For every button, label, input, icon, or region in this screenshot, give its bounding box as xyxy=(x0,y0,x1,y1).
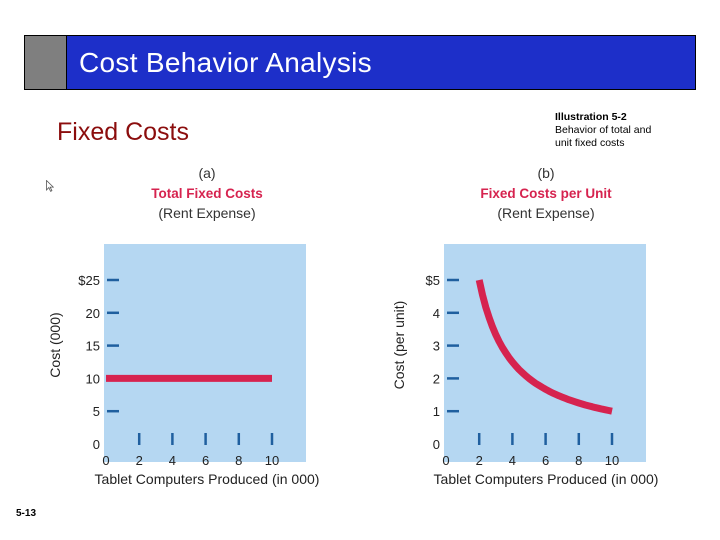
chart-a-x-tick-label: 6 xyxy=(202,453,209,468)
chart-b-y-tick-label: 3 xyxy=(433,339,440,354)
chart-b-panel-label: (b) xyxy=(537,165,554,181)
chart-b-y-tick-label: 4 xyxy=(433,306,440,321)
chart-a-x-tick-label: 4 xyxy=(169,453,176,468)
chart-a-title: Total Fixed Costs xyxy=(151,186,263,201)
chart-b-y-tick-label: 0 xyxy=(433,437,440,452)
mouse-pointer-icon xyxy=(46,180,54,192)
caption-line-1: Behavior of total and xyxy=(555,124,652,136)
illustration-caption: Illustration 5-2 Behavior of total and u… xyxy=(555,111,705,150)
chart-a-x-tick-label: 8 xyxy=(235,453,242,468)
chart-a-y-tick-label: 0 xyxy=(93,437,100,452)
chart-a-x-tick-label: 2 xyxy=(136,453,143,468)
chart-a-x-tick-label: 10 xyxy=(265,453,279,468)
chart-b-title: Fixed Costs per Unit xyxy=(480,186,612,201)
chart-b-x-tick-label: 0 xyxy=(442,453,449,468)
chart-a-x-tick-label: 0 xyxy=(102,453,109,468)
chart-a-plot-area xyxy=(104,244,306,462)
caption-line-2: unit fixed costs xyxy=(555,137,625,149)
chart-a-x-axis-label: Tablet Computers Produced (in 000) xyxy=(95,471,320,487)
chart-b-y-axis-label: Cost (per unit) xyxy=(391,301,407,390)
chart-a-y-tick-label: 20 xyxy=(86,306,100,321)
chart-a-y-tick-label: 15 xyxy=(86,339,100,354)
chart-b-x-tick-label: 6 xyxy=(542,453,549,468)
header-bar: Cost Behavior Analysis xyxy=(67,36,695,89)
caption-title: Illustration 5-2 xyxy=(555,111,627,123)
chart-b-x-tick-label: 4 xyxy=(509,453,516,468)
chart-b-y-tick-label: 2 xyxy=(433,371,440,386)
slide-header: Cost Behavior Analysis xyxy=(24,35,696,90)
slide-title: Cost Behavior Analysis xyxy=(79,46,372,78)
chart-b-subtitle: (Rent Expense) xyxy=(497,205,594,221)
chart-b-y-tick-label: 1 xyxy=(433,404,440,419)
header-accent-block xyxy=(25,36,67,89)
chart-a-panel-label: (a) xyxy=(198,165,215,181)
chart-b-y-tick-label: $5 xyxy=(426,273,440,288)
chart-a-y-tick-label: 10 xyxy=(86,371,100,386)
page-number: 5-13 xyxy=(16,508,37,519)
chart-b-plot-area xyxy=(444,244,646,462)
chart-a-y-axis-label: Cost (000) xyxy=(47,312,63,377)
chart-a-y-tick-label: 5 xyxy=(93,404,100,419)
chart-a-y-tick-label: $25 xyxy=(78,273,100,288)
slide-subtitle: Fixed Costs xyxy=(57,118,189,146)
chart-b-x-axis-label: Tablet Computers Produced (in 000) xyxy=(434,471,659,487)
chart-a-subtitle: (Rent Expense) xyxy=(158,205,255,221)
chart-b-x-tick-label: 2 xyxy=(476,453,483,468)
chart-b-x-tick-label: 10 xyxy=(605,453,619,468)
chart-b-series-line xyxy=(475,279,613,415)
chart-b-x-tick-label: 8 xyxy=(575,453,582,468)
